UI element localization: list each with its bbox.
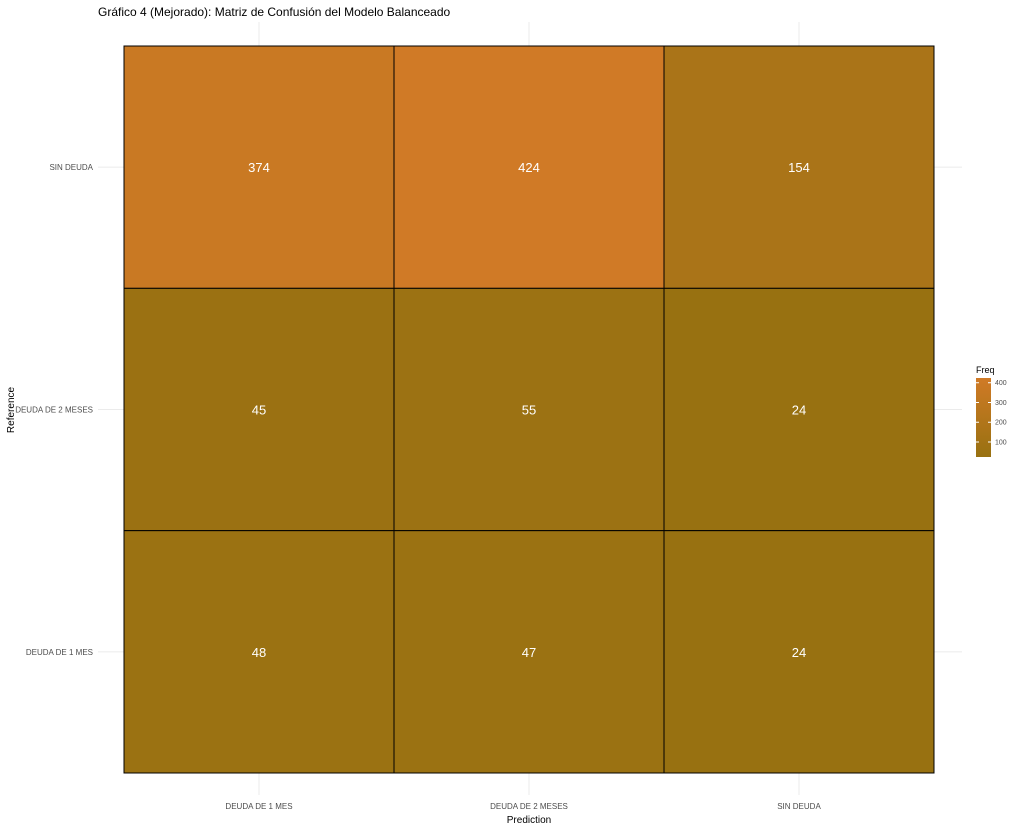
cell-deuda-de-1-mes-sin-deuda-label: 24 — [792, 645, 806, 660]
y-tick-deuda-de-1-mes: DEUDA DE 1 MES — [26, 648, 93, 657]
x-tick-deuda-de-2-meses: DEUDA DE 2 MESES — [490, 802, 568, 811]
y-axis-title: Reference — [6, 386, 17, 433]
legend-tick-label-300: 300 — [995, 400, 1007, 407]
cell-sin-deuda-deuda-de-2-meses-label: 424 — [518, 160, 540, 175]
legend: Freq 100 200 300 400 — [976, 365, 1007, 457]
cell-sin-deuda-deuda-de-2-meses — [393, 45, 665, 289]
x-tick-deuda-de-1-mes: DEUDA DE 1 MES — [225, 802, 292, 811]
cell-sin-deuda-sin-deuda — [663, 45, 935, 289]
y-tick-deuda-de-2-meses: DEUDA DE 2 MESES — [15, 406, 93, 415]
chart-title: Gráfico 4 (Mejorado): Matriz de Confusió… — [98, 5, 451, 19]
x-tick-sin-deuda: SIN DEUDA — [777, 802, 821, 811]
cell-deuda-de-1-mes-sin-deuda — [663, 530, 935, 774]
cell-deuda-de-1-mes-deuda-de-1-mes-label: 48 — [252, 645, 266, 660]
cell-labels: 374 424 154 45 55 24 48 47 24 — [248, 160, 810, 660]
legend-title: Freq — [976, 365, 995, 375]
cell-sin-deuda-sin-deuda-label: 154 — [788, 160, 810, 175]
y-tick-sin-deuda: SIN DEUDA — [49, 163, 93, 172]
cell-deuda-de-1-mes-deuda-de-2-meses-label: 47 — [522, 645, 536, 660]
legend-tick-label-100: 100 — [995, 439, 1007, 446]
x-axis-title: Prediction — [507, 815, 551, 826]
cell-deuda-de-2-meses-sin-deuda — [663, 287, 935, 532]
cell-deuda-de-2-meses-deuda-de-2-meses-label: 55 — [522, 403, 536, 418]
cell-deuda-de-2-meses-deuda-de-2-meses — [393, 287, 665, 532]
cell-deuda-de-2-meses-sin-deuda-label: 24 — [792, 403, 806, 418]
x-axis-ticks: DEUDA DE 1 MES DEUDA DE 2 MESES SIN DEUDA — [225, 802, 821, 811]
y-axis-ticks: DEUDA DE 1 MES DEUDA DE 2 MESES SIN DEUDA — [15, 163, 93, 657]
legend-tick-label-200: 200 — [995, 420, 1007, 427]
cell-deuda-de-2-meses-deuda-de-1-mes-label: 45 — [252, 403, 266, 418]
cell-deuda-de-1-mes-deuda-de-2-meses — [393, 530, 665, 774]
cell-sin-deuda-deuda-de-1-mes-label: 374 — [248, 160, 270, 175]
cell-deuda-de-1-mes-deuda-de-1-mes — [123, 530, 395, 774]
heatmap-cells — [123, 45, 935, 774]
legend-colorbar — [976, 378, 991, 457]
legend-tick-label-400: 400 — [995, 380, 1007, 387]
cell-deuda-de-2-meses-deuda-de-1-mes — [123, 287, 395, 532]
